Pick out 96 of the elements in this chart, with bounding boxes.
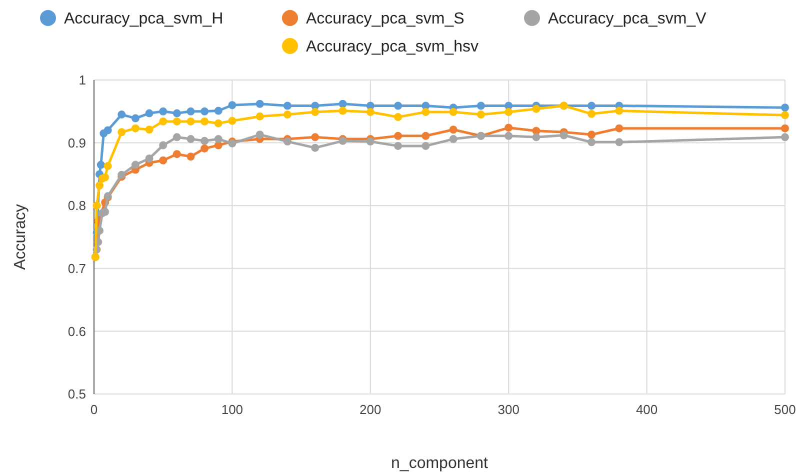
y-tick-label: 0.6 [68, 324, 86, 339]
y-tick-label: 0.9 [68, 135, 86, 150]
point [145, 154, 154, 162]
point [104, 162, 112, 170]
point [283, 138, 292, 146]
point [214, 119, 222, 128]
x-tick-label: 0 [90, 402, 98, 417]
point [532, 104, 540, 113]
point [172, 150, 181, 158]
point [394, 132, 402, 140]
point [101, 173, 110, 182]
point [588, 102, 596, 110]
point [422, 132, 430, 140]
point [311, 108, 320, 116]
point [504, 132, 513, 140]
y-tick-label: 0.5 [68, 386, 86, 402]
point [283, 102, 292, 110]
point [96, 182, 104, 190]
x-tick-label: 500 [774, 402, 796, 417]
point [200, 136, 209, 145]
x-tick-label: 400 [636, 402, 658, 417]
point [394, 113, 402, 122]
point [145, 126, 154, 134]
point [214, 135, 222, 144]
point [104, 126, 112, 134]
point [588, 130, 596, 139]
point [200, 107, 209, 116]
point [214, 106, 222, 115]
point [394, 102, 402, 110]
point [159, 107, 168, 116]
point [588, 138, 596, 146]
point [449, 108, 458, 116]
point [311, 133, 320, 142]
x-tick-label: 300 [498, 402, 520, 417]
y-tick-label: 0.7 [68, 260, 86, 276]
point [615, 138, 624, 146]
point [159, 156, 168, 164]
point [172, 133, 181, 142]
point [118, 110, 126, 119]
x-axis-title: n_component [391, 455, 489, 472]
point [228, 116, 236, 125]
point [504, 124, 513, 132]
point [449, 126, 458, 134]
point [256, 100, 264, 108]
point [186, 117, 195, 126]
point [476, 102, 485, 110]
legend-label: Accuracy_pca_svm_H [64, 10, 224, 28]
legend-label: Accuracy_pca_svm_S [306, 10, 464, 28]
point [615, 124, 624, 132]
point [186, 107, 195, 116]
point [338, 106, 347, 115]
point [394, 142, 402, 150]
point [283, 110, 292, 119]
x-tick-label: 200 [360, 402, 382, 417]
point [131, 124, 140, 132]
point [118, 128, 126, 136]
point [781, 124, 789, 132]
y-axis-title: Accuracy [12, 204, 29, 270]
point [781, 133, 789, 142]
point [172, 117, 181, 126]
point [615, 106, 624, 115]
point [159, 117, 168, 126]
point [101, 208, 110, 216]
y-tick-label: 0.8 [68, 198, 86, 214]
point [145, 109, 154, 118]
point [131, 160, 140, 169]
point [338, 100, 347, 108]
point [311, 144, 320, 152]
point [131, 114, 140, 122]
point [200, 144, 209, 152]
point [366, 108, 374, 116]
legend-label: Accuracy_pca_svm_V [548, 10, 707, 28]
point [449, 135, 458, 144]
point [588, 110, 596, 118]
point [228, 101, 236, 110]
point [159, 141, 168, 150]
y-tick-label: 1 [78, 72, 86, 88]
point [532, 133, 540, 142]
point [186, 152, 195, 161]
point [781, 111, 789, 120]
x-tick-label: 100 [221, 402, 244, 417]
point [366, 138, 374, 146]
legend-label: Accuracy_pca_svm_hsv [306, 38, 479, 56]
point [96, 160, 105, 169]
point [504, 108, 513, 116]
point [92, 202, 101, 210]
point [186, 135, 195, 144]
point [256, 130, 264, 139]
point [200, 117, 209, 126]
point [422, 108, 430, 116]
point [172, 109, 181, 118]
point [256, 112, 264, 120]
point [781, 104, 789, 112]
point [476, 110, 485, 119]
point [422, 142, 430, 150]
point [560, 131, 568, 140]
